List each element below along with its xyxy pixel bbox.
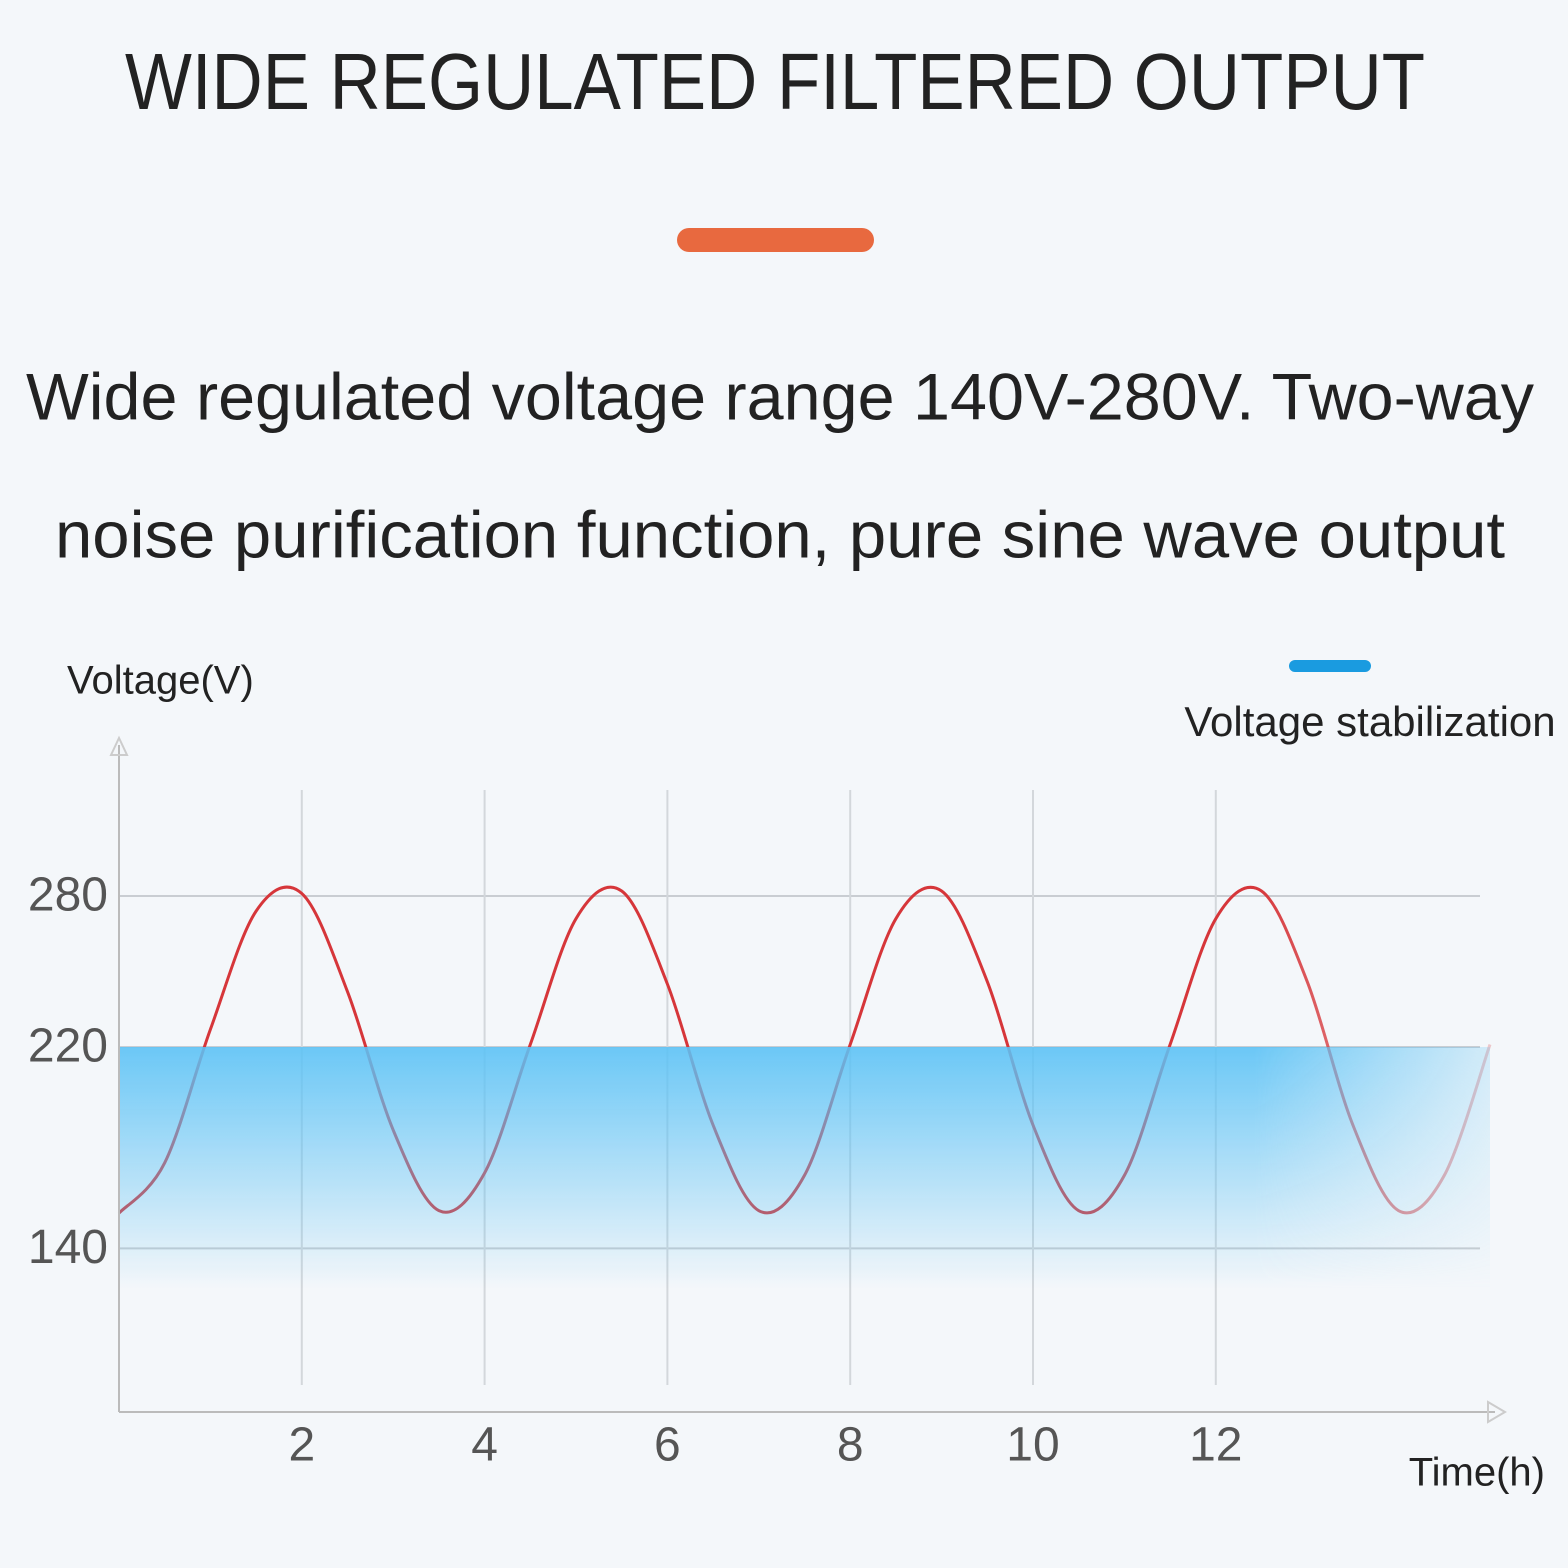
x-tick-label: 12	[1189, 1419, 1242, 1472]
x-tick-label: 8	[837, 1419, 864, 1472]
x-tick-label: 4	[471, 1419, 498, 1472]
y-tick-label: 280	[28, 869, 108, 922]
title: WIDE REGULATED FILTERED OUTPUT	[125, 37, 1425, 126]
y-tick-label: 140	[28, 1221, 108, 1274]
x-axis-label: Time(h)	[1409, 1451, 1545, 1495]
area-fill	[119, 1047, 1490, 1289]
title-accent	[677, 228, 874, 252]
y-axis-label: Voltage(V)	[67, 659, 254, 703]
x-tick-label: 10	[1006, 1419, 1059, 1472]
y-tick-label: 220	[28, 1020, 108, 1073]
plot-area: 140 220 280 2 4 6 8 10 12	[28, 790, 1492, 1472]
x-tick-label: 2	[288, 1419, 315, 1472]
y-axis-arrow	[109, 735, 129, 756]
subtitle-line: Wide regulated voltage range 140V-280V. …	[26, 359, 1534, 433]
x-axis-arrow	[1487, 1400, 1507, 1424]
x-tick-label: 6	[654, 1419, 681, 1472]
legend-label: Voltage stabilization	[1184, 698, 1555, 745]
subtitle-line: noise purification function, pure sine w…	[55, 497, 1505, 571]
